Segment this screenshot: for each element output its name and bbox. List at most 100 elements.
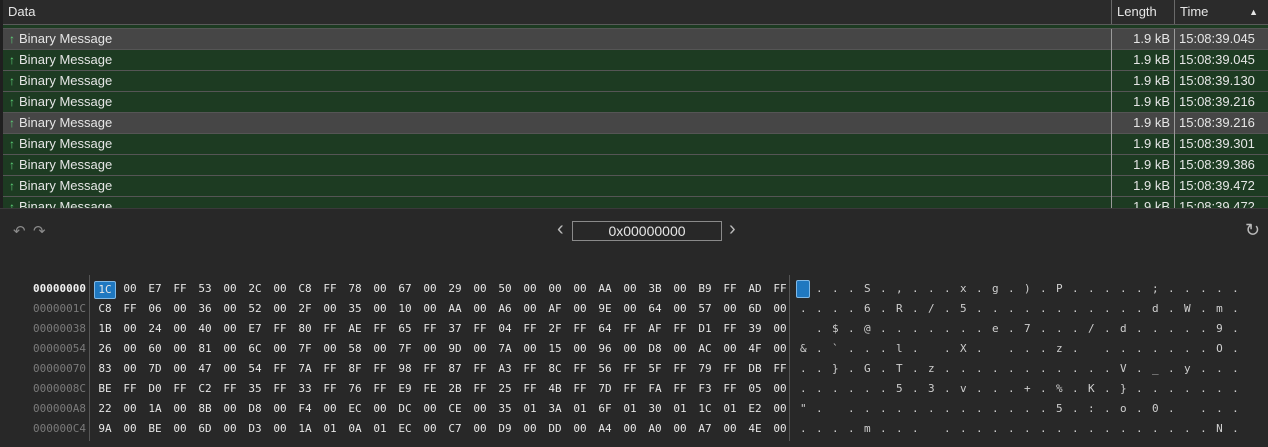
hex-byte[interactable]: 00 bbox=[273, 402, 287, 415]
hex-byte[interactable]: 00 bbox=[323, 302, 337, 315]
hex-byte[interactable]: FF bbox=[573, 362, 587, 375]
table-row-partial[interactable]: ↑Binary Message bbox=[3, 25, 1268, 29]
hex-byte[interactable]: 9D bbox=[448, 342, 462, 355]
hex-byte[interactable]: 10 bbox=[398, 302, 412, 315]
hex-byte[interactable]: FF bbox=[623, 382, 637, 395]
hex-byte[interactable]: 00 bbox=[173, 302, 187, 315]
hex-byte[interactable]: 8C bbox=[548, 362, 562, 375]
sort-ascending-icon[interactable]: ▲ bbox=[1249, 7, 1258, 17]
hex-byte[interactable]: 06 bbox=[148, 302, 162, 315]
hex-byte[interactable]: D8 bbox=[248, 402, 262, 415]
hex-byte[interactable]: 00 bbox=[723, 422, 737, 435]
hex-byte[interactable]: 96 bbox=[598, 342, 612, 355]
hex-byte[interactable]: FF bbox=[323, 282, 337, 295]
hex-byte[interactable]: 00 bbox=[473, 302, 487, 315]
hex-byte[interactable]: FF bbox=[723, 282, 737, 295]
hex-byte[interactable]: 05 bbox=[748, 382, 762, 395]
hex-byte[interactable]: DC bbox=[398, 402, 412, 415]
hex-byte[interactable]: 00 bbox=[173, 322, 187, 335]
hex-byte[interactable]: 47 bbox=[198, 362, 212, 375]
ascii-text[interactable]: .$.@.......e.7.../.d.....9. bbox=[800, 322, 1249, 335]
hex-byte[interactable]: FF bbox=[523, 362, 537, 375]
hex-byte[interactable]: 00 bbox=[773, 342, 787, 355]
hex-byte[interactable]: 2C bbox=[248, 282, 262, 295]
hex-byte[interactable]: 7F bbox=[298, 342, 312, 355]
next-chevron-icon[interactable]: › bbox=[729, 218, 736, 240]
hex-byte[interactable]: DB bbox=[748, 362, 762, 375]
hex-byte[interactable]: 01 bbox=[573, 402, 587, 415]
hex-byte[interactable]: 64 bbox=[648, 302, 662, 315]
hex-byte[interactable]: FF bbox=[473, 382, 487, 395]
ascii-text[interactable]: ....6.R./.5...........d.W.m. bbox=[800, 302, 1249, 315]
hex-byte[interactable]: 01 bbox=[623, 402, 637, 415]
hex-byte[interactable]: 24 bbox=[148, 322, 162, 335]
table-row[interactable]: ↑ Binary Message 1.9 kB 15:08:39.301 bbox=[3, 134, 1268, 155]
hex-byte[interactable]: 01 bbox=[373, 422, 387, 435]
hex-byte[interactable]: 40 bbox=[198, 322, 212, 335]
hex-byte[interactable]: 6D bbox=[748, 302, 762, 315]
hex-byte[interactable]: 1A bbox=[148, 402, 162, 415]
hex-byte[interactable]: 60 bbox=[148, 342, 162, 355]
hex-byte[interactable]: EC bbox=[398, 422, 412, 435]
hex-byte[interactable]: 00 bbox=[673, 342, 687, 355]
hex-byte[interactable]: AF bbox=[648, 322, 662, 335]
hex-byte[interactable]: 00 bbox=[373, 402, 387, 415]
hex-byte[interactable]: FF bbox=[773, 362, 787, 375]
hex-byte[interactable]: 81 bbox=[198, 342, 212, 355]
hex-byte[interactable]: 7D bbox=[598, 382, 612, 395]
hex-byte[interactable]: FF bbox=[673, 382, 687, 395]
hex-byte[interactable]: FF bbox=[273, 322, 287, 335]
hex-byte[interactable]: 00 bbox=[473, 342, 487, 355]
hex-byte[interactable]: 35 bbox=[248, 382, 262, 395]
hex-byte[interactable]: A0 bbox=[648, 422, 662, 435]
hex-byte[interactable]: FF bbox=[173, 282, 187, 295]
hex-byte[interactable]: 00 bbox=[273, 302, 287, 315]
hex-byte[interactable]: DD bbox=[548, 422, 562, 435]
hex-byte[interactable]: 00 bbox=[423, 342, 437, 355]
hex-byte[interactable]: 00 bbox=[223, 302, 237, 315]
hex-byte[interactable]: D1 bbox=[698, 322, 712, 335]
hex-byte[interactable]: FA bbox=[648, 382, 662, 395]
table-row[interactable]: ↑ Binary Message 1.9 kB 15:08:39.472 bbox=[3, 176, 1268, 197]
hex-byte[interactable]: FF bbox=[523, 322, 537, 335]
hex-byte[interactable]: FF bbox=[673, 362, 687, 375]
hex-byte[interactable]: 2B bbox=[448, 382, 462, 395]
hex-byte[interactable]: FF bbox=[473, 362, 487, 375]
hex-byte[interactable]: FF bbox=[573, 382, 587, 395]
hex-byte[interactable]: 00 bbox=[673, 282, 687, 295]
hex-byte[interactable]: 0A bbox=[348, 422, 362, 435]
hex-byte[interactable]: 00 bbox=[273, 282, 287, 295]
hex-byte[interactable]: AC bbox=[698, 342, 712, 355]
hex-byte[interactable]: 6C bbox=[248, 342, 262, 355]
hex-byte[interactable]: FF bbox=[273, 382, 287, 395]
hex-byte[interactable]: 00 bbox=[223, 322, 237, 335]
hex-byte[interactable]: 00 bbox=[723, 302, 737, 315]
hex-byte[interactable]: 00 bbox=[323, 342, 337, 355]
hex-byte[interactable]: 3B bbox=[648, 282, 662, 295]
hex-byte[interactable]: 98 bbox=[398, 362, 412, 375]
hex-byte[interactable]: FF bbox=[723, 362, 737, 375]
hex-byte[interactable]: AA bbox=[448, 302, 462, 315]
hex-byte[interactable]: 4E bbox=[748, 422, 762, 435]
column-header-length[interactable]: Length bbox=[1111, 0, 1174, 24]
hex-byte[interactable]: FF bbox=[123, 382, 137, 395]
hex-byte[interactable]: 00 bbox=[523, 342, 537, 355]
hex-byte[interactable]: 1C bbox=[94, 281, 116, 299]
hex-byte[interactable]: 3A bbox=[548, 402, 562, 415]
hex-byte[interactable]: D9 bbox=[498, 422, 512, 435]
hex-byte[interactable]: FF bbox=[273, 362, 287, 375]
hex-byte[interactable]: 15 bbox=[548, 342, 562, 355]
hex-byte[interactable]: FF bbox=[623, 362, 637, 375]
hex-byte[interactable]: 00 bbox=[773, 422, 787, 435]
hex-byte[interactable]: BE bbox=[98, 382, 112, 395]
hex-byte[interactable]: FF bbox=[723, 382, 737, 395]
hex-byte[interactable]: 7A bbox=[498, 342, 512, 355]
hex-byte[interactable]: 04 bbox=[498, 322, 512, 335]
hex-byte[interactable]: 65 bbox=[398, 322, 412, 335]
hex-byte[interactable]: 00 bbox=[723, 342, 737, 355]
hex-byte[interactable]: 50 bbox=[498, 282, 512, 295]
hex-byte[interactable]: 00 bbox=[323, 402, 337, 415]
hex-byte[interactable]: 00 bbox=[123, 282, 137, 295]
ascii-text[interactable]: ..}.G.T.z...........V._.y... bbox=[800, 362, 1249, 375]
hex-byte[interactable]: 00 bbox=[423, 402, 437, 415]
